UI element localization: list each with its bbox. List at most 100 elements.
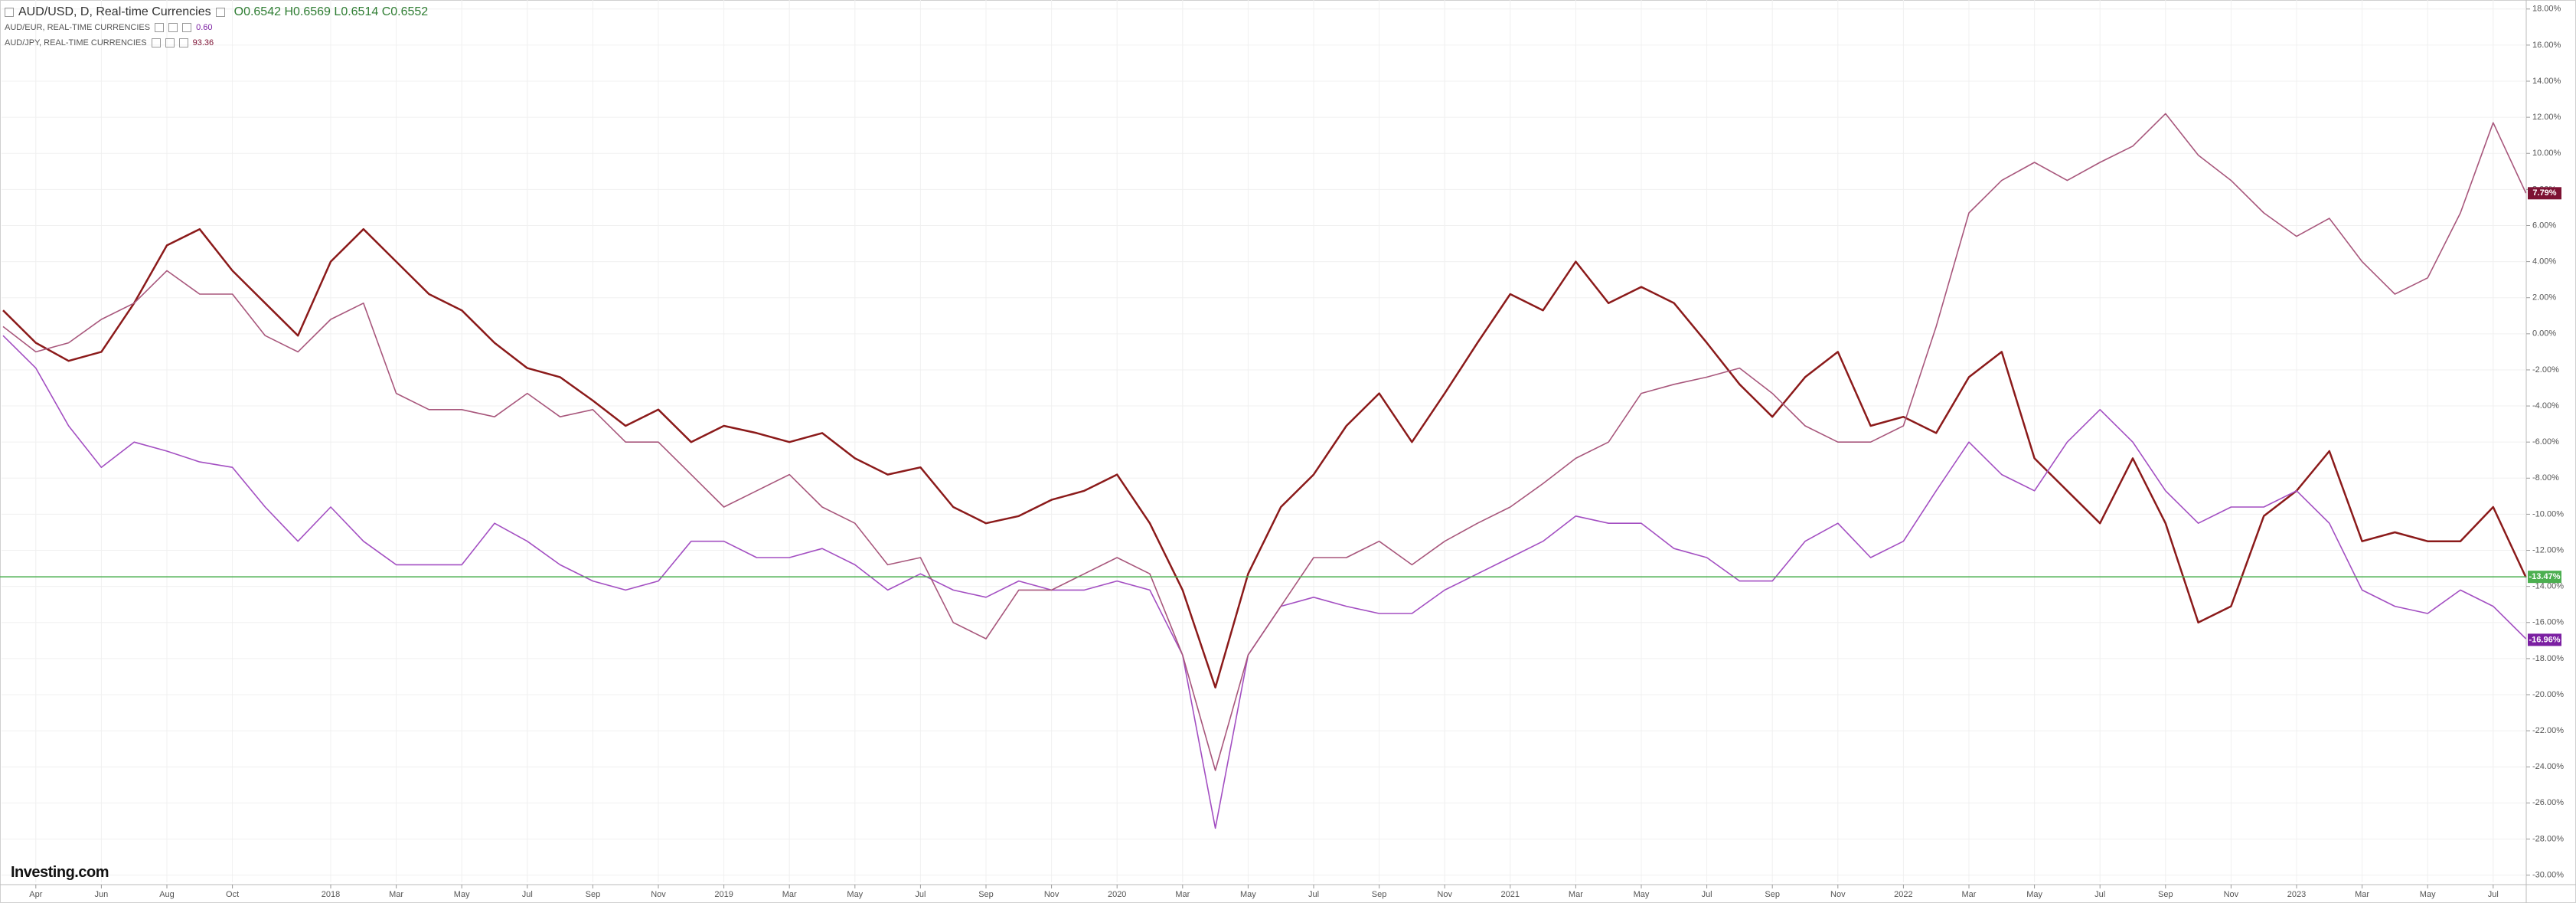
legend-toggle[interactable] (5, 8, 14, 17)
x-tick-label: Nov (651, 890, 666, 899)
x-tick-label: Nov (2224, 890, 2239, 899)
y-tick-label: 12.00% (2532, 113, 2561, 122)
y-tick-label: -2.00% (2532, 365, 2559, 375)
x-tick-label: 2018 (322, 890, 340, 899)
legend-name: AUD/JPY, REAL-TIME CURRENCIES (5, 38, 147, 47)
x-tick-label: Nov (1437, 890, 1452, 899)
y-tick-label: -10.00% (2532, 509, 2564, 519)
x-tick-label: May (1634, 890, 1650, 899)
ohlc-label: C (381, 5, 391, 18)
legend-title: AUD/USD, D, Real-time Currencies (18, 5, 211, 18)
x-tick-label: May (2026, 890, 2042, 899)
legend-settings[interactable] (215, 8, 225, 17)
y-tick-label: 6.00% (2532, 221, 2556, 230)
y-tick-label: -28.00% (2532, 834, 2564, 843)
y-tick-label: -16.00% (2532, 618, 2564, 627)
legend: AUD/USD, D, Real-time Currencies O0.6542… (5, 5, 428, 51)
x-tick-label: Sep (1765, 890, 1780, 899)
x-tick-label: May (454, 890, 470, 899)
price-badge-label: -16.96% (2529, 635, 2561, 644)
x-tick-label: Jul (915, 890, 926, 899)
y-tick-label: 4.00% (2532, 257, 2556, 267)
legend-row: AUD/EUR, REAL-TIME CURRENCIES 0.60 (5, 20, 428, 35)
x-tick-label: May (2420, 890, 2436, 899)
y-tick-label: -22.00% (2532, 726, 2564, 735)
x-tick-label: Sep (1372, 890, 1387, 899)
y-tick-label: 2.00% (2532, 293, 2556, 303)
legend-settings[interactable] (168, 23, 178, 32)
price-badge-label: -13.47% (2529, 572, 2561, 581)
x-tick-label: Jul (2488, 890, 2499, 899)
ohlc-value: 0.6552 (390, 5, 429, 18)
series-line (2, 113, 2527, 771)
x-tick-label: Mar (2355, 890, 2369, 899)
x-tick-label: Jul (1308, 890, 1319, 899)
ohlc-label: O (233, 5, 244, 18)
legend-row: AUD/JPY, REAL-TIME CURRENCIES 93.36 (5, 35, 428, 51)
ohlc-label: L (334, 5, 341, 18)
x-tick-label: 2023 (2287, 890, 2306, 899)
price-badge (2528, 571, 2561, 584)
x-tick-label: Oct (226, 890, 239, 899)
legend-toggle[interactable] (151, 38, 161, 47)
x-tick-label: 2020 (1108, 890, 1126, 899)
x-tick-label: Apr (29, 890, 42, 899)
legend-main: AUD/USD, D, Real-time Currencies O0.6542… (5, 5, 428, 20)
y-tick-label: -4.00% (2532, 401, 2559, 411)
y-tick-label: -12.00% (2532, 545, 2564, 555)
y-tick-label: -14.00% (2532, 582, 2564, 591)
y-tick-label: 10.00% (2532, 149, 2561, 158)
y-tick-label: -24.00% (2532, 762, 2564, 771)
ohlc-value: 0.6542 (243, 5, 281, 18)
x-tick-label: Sep (2158, 890, 2173, 899)
legend-toggle[interactable] (155, 23, 165, 32)
y-tick-label: -26.00% (2532, 798, 2564, 807)
series-line (2, 335, 2527, 829)
price-badge (2528, 187, 2561, 200)
y-tick-label: -30.00% (2532, 870, 2564, 879)
x-tick-label: Mar (1175, 890, 1190, 899)
y-tick-label: -18.00% (2532, 654, 2564, 663)
y-tick-label: -8.00% (2532, 473, 2559, 483)
y-tick-label: 16.00% (2532, 41, 2561, 50)
legend-value: 0.60 (196, 23, 213, 32)
legend-name: AUD/EUR, REAL-TIME CURRENCIES (5, 23, 151, 32)
ohlc-label: H (284, 5, 294, 18)
y-tick-label: 0.00% (2532, 329, 2556, 339)
x-tick-label: Sep (586, 890, 601, 899)
series-line (2, 227, 2527, 689)
x-tick-label: Jul (2094, 890, 2105, 899)
y-tick-label: 18.00% (2532, 5, 2561, 14)
x-tick-label: Mar (782, 890, 797, 899)
x-tick-label: Mar (1962, 890, 1977, 899)
y-tick-label: -20.00% (2532, 690, 2564, 699)
y-tick-label: 14.00% (2532, 77, 2561, 86)
x-tick-label: Nov (1830, 890, 1846, 899)
price-badge-label: 7.79% (2532, 188, 2556, 198)
ohlc-value: 0.6569 (293, 5, 331, 18)
legend-value: 93.36 (192, 38, 214, 47)
x-tick-label: Nov (1044, 890, 1059, 899)
x-tick-label: May (1240, 890, 1256, 899)
x-tick-label: Sep (978, 890, 994, 899)
x-tick-label: May (847, 890, 863, 899)
x-tick-label: 2022 (1894, 890, 1912, 899)
x-tick-label: 2019 (714, 890, 733, 899)
x-tick-label: Jul (1702, 890, 1712, 899)
y-tick-label: -6.00% (2532, 437, 2559, 447)
legend-settings[interactable] (165, 38, 175, 47)
x-tick-label: 2021 (1501, 890, 1520, 899)
ohlc: O0.6542 H0.6569 L0.6514 C0.6552 (234, 5, 429, 20)
ohlc-value: 0.6514 (341, 5, 379, 18)
price-badge (2528, 633, 2561, 646)
legend-remove[interactable] (178, 38, 188, 47)
logo: Investing.com (11, 864, 109, 881)
legend-remove[interactable] (182, 23, 192, 32)
x-tick-label: Mar (1569, 890, 1583, 899)
x-tick-label: Aug (159, 890, 175, 899)
x-tick-label: Mar (389, 890, 403, 899)
x-tick-label: Jun (95, 890, 109, 899)
